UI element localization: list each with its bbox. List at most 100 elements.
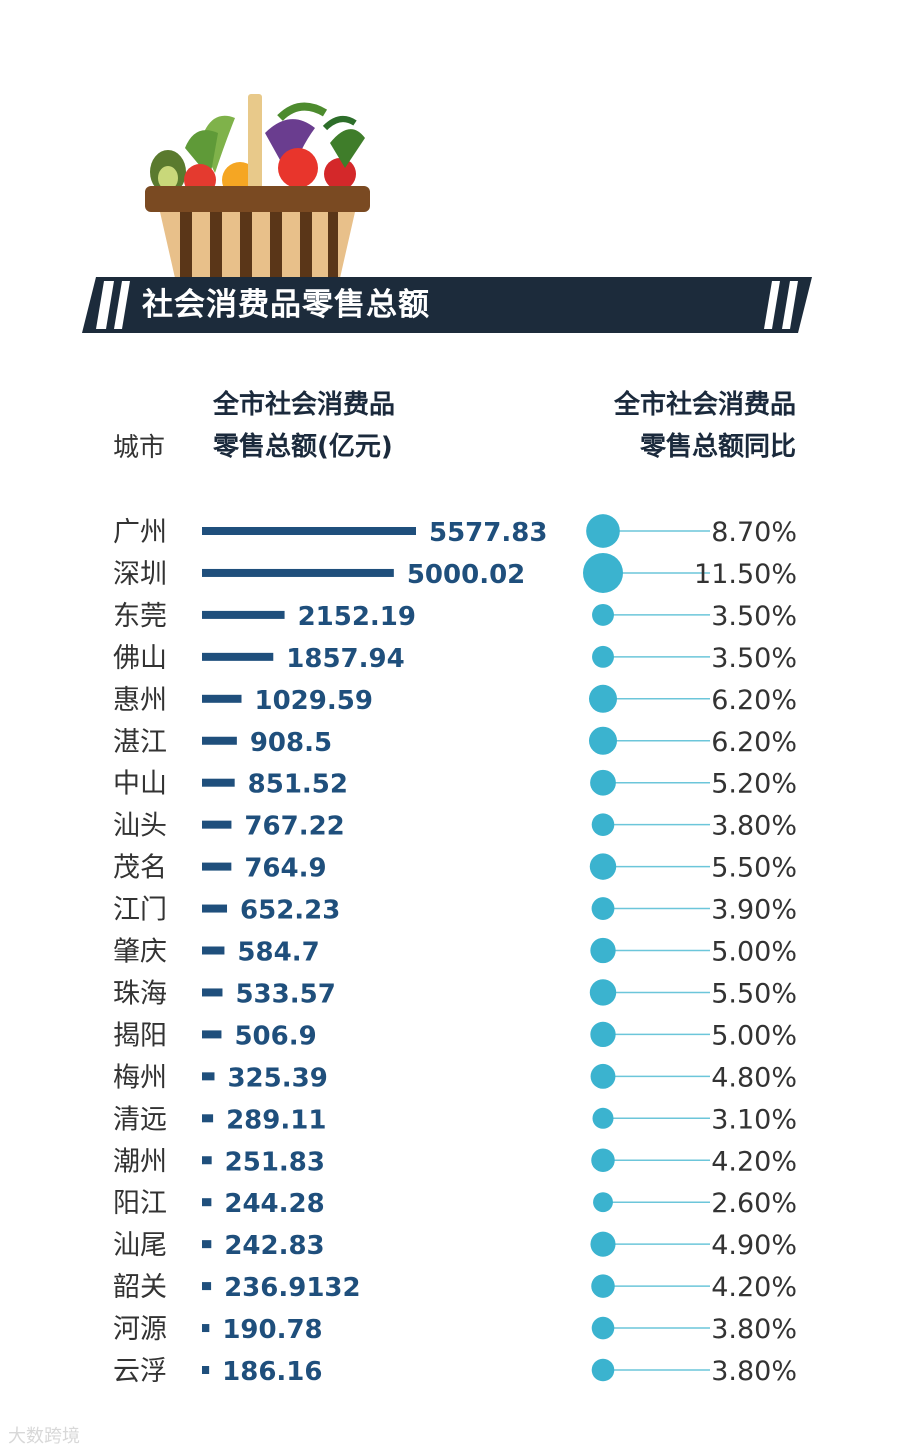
yoy-dot bbox=[592, 1107, 614, 1129]
yoy-dot bbox=[589, 853, 617, 880]
bar bbox=[202, 988, 223, 997]
city-label: 茂名 bbox=[113, 853, 167, 884]
yoy-label: 5.50% bbox=[711, 978, 797, 1009]
yoy-label: 3.10% bbox=[711, 1104, 797, 1135]
bar bbox=[202, 1156, 212, 1165]
value-label: 652.23 bbox=[240, 896, 340, 926]
city-label: 江门 bbox=[113, 895, 167, 926]
value-label: 584.7 bbox=[237, 938, 319, 968]
yoy-dot bbox=[590, 1063, 616, 1089]
title-banner bbox=[82, 277, 812, 333]
value-label: 506.9 bbox=[234, 1021, 316, 1051]
yoy-dot bbox=[591, 1358, 615, 1382]
bar bbox=[202, 1198, 212, 1207]
city-label: 中山 bbox=[113, 769, 167, 800]
bar bbox=[202, 1030, 222, 1039]
yoy-label: 4.90% bbox=[711, 1230, 797, 1261]
bar bbox=[202, 610, 285, 619]
bar bbox=[202, 527, 416, 535]
header-total-line1: 全市社会消费品 bbox=[213, 390, 396, 420]
basket-body bbox=[160, 212, 355, 278]
yoy-dot bbox=[591, 897, 615, 920]
bar bbox=[202, 904, 228, 913]
header-yoy: 全市社会消费品 零售总额同比 bbox=[614, 384, 796, 468]
city-label: 湛江 bbox=[113, 727, 167, 758]
city-label: 珠海 bbox=[113, 978, 167, 1009]
yoy-label: 6.20% bbox=[711, 685, 797, 716]
value-label: 289.11 bbox=[226, 1105, 326, 1135]
yoy-label: 6.20% bbox=[711, 727, 797, 758]
yoy-label: 3.90% bbox=[711, 895, 797, 926]
city-label: 潮州 bbox=[113, 1146, 167, 1177]
bar bbox=[202, 1282, 212, 1291]
yoy-label: 5.00% bbox=[711, 1020, 797, 1051]
bar bbox=[202, 1240, 212, 1249]
yoy-label: 3.50% bbox=[711, 601, 797, 632]
yoy-label: 8.70% bbox=[711, 517, 797, 548]
yoy-label: 3.50% bbox=[711, 643, 797, 674]
value-label: 908.5 bbox=[250, 728, 332, 758]
yoy-dot bbox=[590, 1231, 616, 1257]
city-label: 汕尾 bbox=[113, 1230, 167, 1261]
yoy-dot bbox=[588, 726, 618, 755]
value-label: 251.83 bbox=[225, 1147, 325, 1177]
city-label: 云浮 bbox=[113, 1356, 167, 1387]
yoy-label: 3.80% bbox=[711, 811, 797, 842]
yoy-label: 11.50% bbox=[694, 559, 797, 590]
city-label: 清远 bbox=[113, 1104, 167, 1135]
basket-handle bbox=[248, 94, 262, 204]
bar bbox=[202, 568, 394, 577]
header-city: 城市 bbox=[113, 433, 166, 463]
value-label: 236.9132 bbox=[224, 1273, 361, 1303]
basket-rim bbox=[145, 186, 370, 212]
yoy-dot bbox=[591, 813, 615, 836]
bar bbox=[202, 736, 237, 745]
yoy-label: 3.80% bbox=[711, 1314, 797, 1345]
value-label: 764.9 bbox=[244, 854, 326, 884]
header-total: 全市社会消费品 零售总额(亿元) bbox=[213, 384, 395, 468]
bar bbox=[202, 862, 232, 871]
city-label: 揭阳 bbox=[113, 1020, 167, 1051]
yoy-label: 3.80% bbox=[711, 1356, 797, 1387]
bar bbox=[202, 1324, 210, 1333]
yoy-label: 5.20% bbox=[711, 769, 797, 800]
yoy-dot bbox=[592, 645, 614, 668]
bar bbox=[202, 946, 225, 955]
yoy-label: 5.50% bbox=[711, 853, 797, 884]
city-label: 阳江 bbox=[113, 1188, 167, 1219]
city-label: 深圳 bbox=[113, 559, 167, 590]
city-label: 广州 bbox=[113, 517, 167, 548]
yoy-dot bbox=[590, 1021, 616, 1048]
value-label: 851.52 bbox=[248, 770, 348, 800]
yoy-label: 4.80% bbox=[711, 1062, 797, 1093]
value-label: 325.39 bbox=[227, 1063, 327, 1093]
city-label: 汕头 bbox=[113, 811, 167, 842]
header-yoy-line1: 全市社会消费品 bbox=[613, 390, 796, 420]
city-label: 惠州 bbox=[113, 685, 167, 716]
value-label: 767.22 bbox=[244, 812, 344, 842]
yoy-label: 2.60% bbox=[711, 1188, 797, 1219]
header-yoy-line2: 零售总额同比 bbox=[639, 432, 796, 462]
yoy-dot bbox=[591, 1274, 615, 1298]
city-label: 东莞 bbox=[113, 601, 167, 632]
city-label: 河源 bbox=[113, 1314, 167, 1345]
yoy-dot bbox=[590, 937, 616, 964]
yoy-dot bbox=[591, 1148, 615, 1172]
yoy-label: 4.20% bbox=[711, 1146, 797, 1177]
value-label: 186.16 bbox=[222, 1357, 322, 1387]
value-label: 1857.94 bbox=[286, 644, 404, 674]
yoy-dot bbox=[590, 769, 616, 796]
yoy-dot bbox=[591, 1316, 615, 1340]
yoy-dot bbox=[593, 1192, 613, 1213]
yoy-dot bbox=[586, 514, 620, 548]
watermark: 大数跨境 bbox=[8, 1426, 80, 1447]
yoy-dot bbox=[588, 684, 618, 713]
city-label: 肇庆 bbox=[113, 937, 167, 968]
bar bbox=[202, 1072, 215, 1081]
value-label: 244.28 bbox=[224, 1189, 324, 1219]
value-label: 1029.59 bbox=[255, 686, 373, 716]
yoy-dot bbox=[592, 603, 614, 626]
value-label: 242.83 bbox=[224, 1231, 324, 1261]
city-label: 佛山 bbox=[113, 643, 167, 674]
bar bbox=[202, 694, 242, 703]
